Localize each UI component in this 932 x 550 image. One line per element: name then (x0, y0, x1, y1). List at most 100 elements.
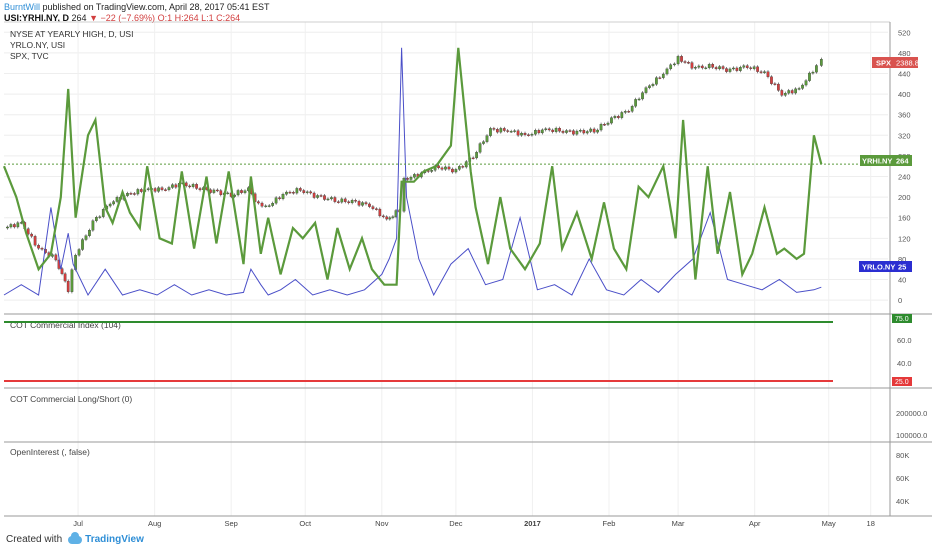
publish-info: published on TradingView.com, April 28, … (42, 2, 270, 12)
spx-candle (697, 65, 701, 68)
spx-candle (575, 130, 579, 135)
spx-candle (81, 239, 84, 250)
main-legend: NYSE AT YEARLY HIGH, D, USI YRLO.NY, USI… (10, 29, 133, 61)
spx-candle (361, 202, 364, 206)
spx-candle (634, 99, 637, 107)
spx-candle (742, 65, 746, 68)
spx-candle (815, 65, 818, 73)
y-tick-label: 360 (898, 111, 911, 120)
spx-candle (326, 198, 330, 201)
spx-candle (687, 62, 690, 64)
spx-candle (330, 197, 333, 200)
spx-candle (298, 188, 302, 191)
spx-candle (475, 152, 478, 159)
spx-candle (136, 189, 140, 195)
x-tick-label: Sep (224, 519, 237, 528)
x-tick-label: Mar (672, 519, 685, 528)
spx-candle (13, 224, 16, 228)
spx-candle (256, 201, 260, 204)
spx-candle (391, 216, 395, 218)
spx-candle (617, 116, 620, 118)
legend-yrlo: YRLO.NY, USI (10, 40, 65, 50)
spx-candle (91, 220, 95, 231)
spx-candle (655, 77, 658, 85)
spx-candle (447, 166, 451, 170)
spx-candle (711, 64, 715, 68)
spx-candle (658, 77, 662, 79)
spx-candle (264, 205, 268, 208)
spx-candle (520, 132, 523, 136)
spx-candle (157, 187, 160, 192)
spx-candle (402, 178, 406, 212)
last-price: 264 (71, 13, 87, 23)
tradingview-logo[interactable]: TradingView (68, 531, 144, 545)
spx-candle (572, 130, 575, 135)
spx-candle (343, 198, 347, 202)
spx-candle (174, 184, 178, 188)
spx-candle (478, 143, 482, 153)
x-tick-label: 18 (867, 519, 875, 528)
spx-candle (274, 197, 278, 204)
spx-candle (378, 208, 382, 217)
spx-candle (440, 167, 444, 170)
spx-candle (714, 67, 718, 70)
spx-candle (777, 83, 780, 91)
spx-candle (502, 128, 506, 131)
spx-series (6, 54, 823, 294)
tradingview-label: TradingView (85, 534, 144, 545)
spx-candle (738, 67, 742, 71)
spx-candle (146, 188, 150, 191)
spx-candle (811, 71, 815, 74)
spx-candle (728, 68, 732, 72)
spx-candle (319, 195, 323, 197)
spx-candle (582, 130, 586, 134)
spx-candle (84, 235, 88, 240)
spx-candle (527, 134, 530, 136)
spx-candle (648, 85, 651, 88)
y-tick-label: 120 (898, 234, 911, 243)
down-arrow-icon: ▼ (89, 13, 98, 23)
spx-candle (568, 130, 572, 132)
spx-candle (773, 83, 777, 85)
spx-candle (694, 67, 697, 69)
spx-candle (471, 157, 475, 160)
yrhi-tag-label: YRHI.NY (862, 157, 892, 166)
spx-candle (482, 141, 485, 144)
spx-candle (585, 131, 589, 134)
spx-candle (718, 66, 721, 70)
oi-tick-80k: 80K (896, 451, 909, 460)
spx-candle (596, 129, 599, 133)
spx-candle (763, 71, 766, 73)
yrlo-tag-value: 25 (898, 263, 906, 272)
spx-candle (66, 280, 70, 292)
spx-candle (537, 130, 541, 134)
spx-candle (88, 230, 91, 236)
spx-candle (267, 205, 271, 207)
x-tick-label: Dec (449, 519, 463, 528)
spx-candle (565, 130, 568, 133)
spx-candle (637, 98, 641, 101)
spx-candle (295, 188, 299, 194)
cot-index-title: COT Commercial Index (104) (10, 320, 121, 330)
spx-candle (551, 129, 555, 132)
y-tick-label: 440 (898, 70, 911, 79)
spx-candle (375, 208, 378, 210)
cloud-icon (68, 531, 83, 544)
spx-candle (139, 189, 143, 192)
spx-candle (388, 217, 392, 220)
author-link[interactable]: BurntWill (4, 2, 41, 12)
spx-candle (101, 209, 105, 217)
spx-candle (271, 203, 275, 206)
spx-candle (126, 193, 129, 196)
spx-candle (406, 178, 409, 180)
spx-candle (523, 132, 527, 135)
spx-candle (302, 190, 306, 193)
spx-candle (704, 67, 708, 70)
cot-lower-tag-background (892, 377, 912, 386)
y-tick-label: 0 (898, 296, 902, 305)
spx-candle (167, 187, 171, 190)
spx-candle (164, 189, 167, 191)
spx-candle (780, 90, 784, 96)
spx-candle (9, 224, 13, 228)
